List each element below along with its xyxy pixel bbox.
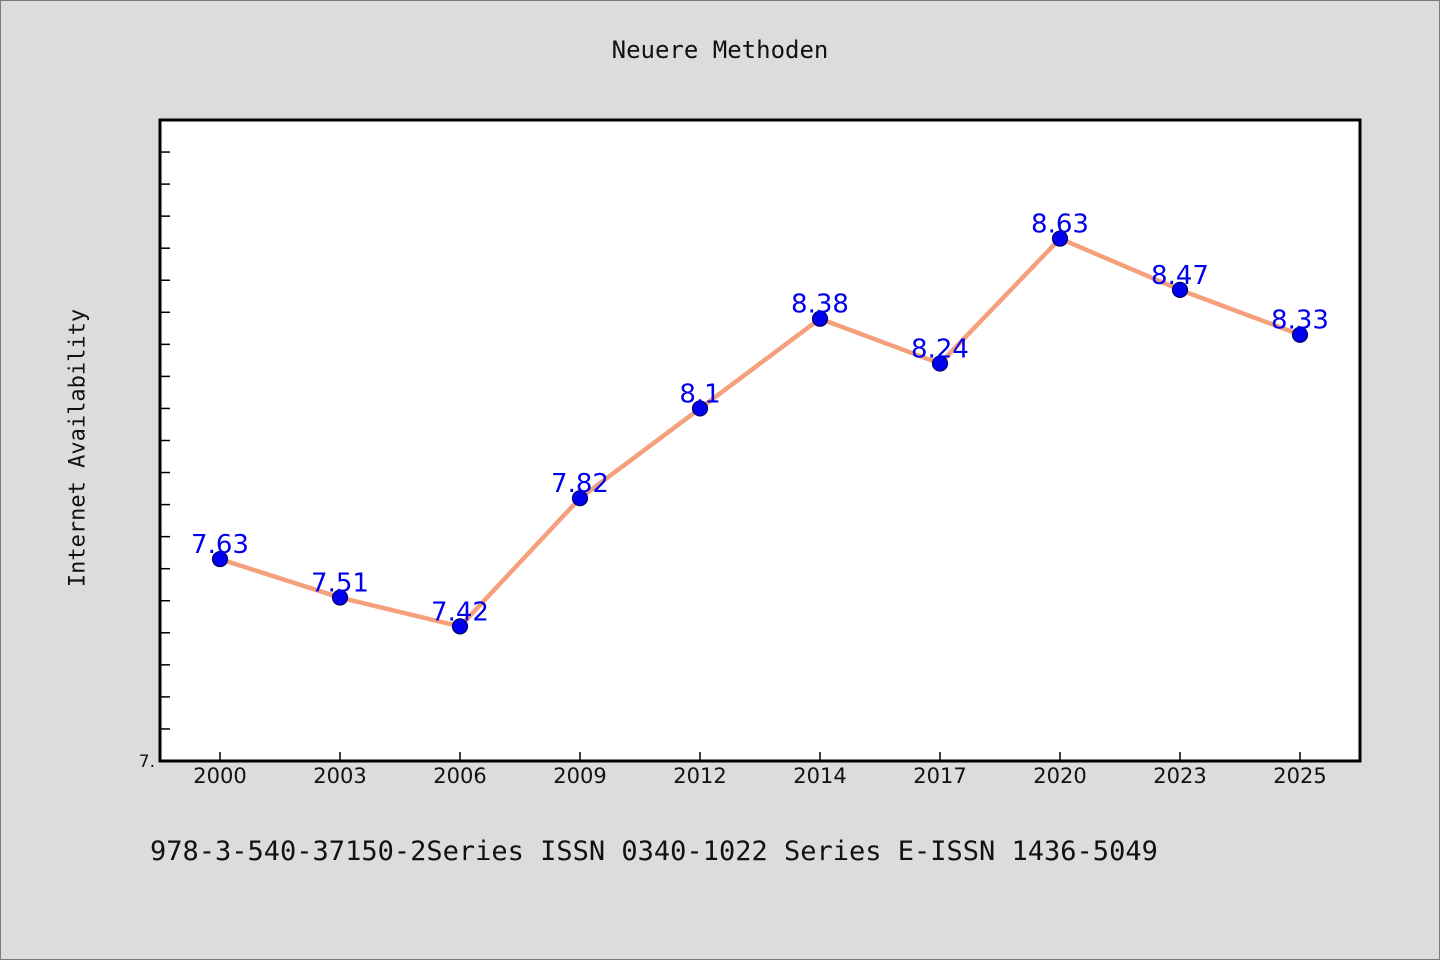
plot-area bbox=[158, 118, 1362, 763]
data-label: 8.47 bbox=[1151, 261, 1209, 291]
x-tick-label: 2014 bbox=[793, 764, 846, 788]
data-label: 8.24 bbox=[911, 335, 969, 365]
series-markers bbox=[211, 230, 1309, 635]
x-tick-label: 2020 bbox=[1033, 764, 1086, 788]
data-label: 8.1 bbox=[679, 379, 720, 409]
x-tick-label: 2000 bbox=[193, 764, 246, 788]
data-label: 7.63 bbox=[191, 530, 249, 560]
x-tick-label: 2023 bbox=[1153, 764, 1206, 788]
data-point bbox=[571, 490, 589, 507]
y-ticks: 7. bbox=[139, 119, 170, 772]
series-line bbox=[217, 236, 1303, 629]
data-point bbox=[691, 400, 709, 417]
data-point bbox=[811, 310, 829, 327]
data-point bbox=[331, 589, 349, 606]
data-point bbox=[1051, 230, 1069, 247]
x-ticks: 2000 2003 2006 2009 2012 2014 2017 2020 2023 2025 bbox=[193, 752, 1327, 788]
x-tick-label: 2025 bbox=[1273, 764, 1326, 788]
y-tick-label: 7. bbox=[139, 752, 155, 772]
data-label: 8.63 bbox=[1031, 210, 1089, 240]
footer-text: 978-3-540-37150-2Series ISSN 0340-1022 S… bbox=[150, 836, 1158, 867]
data-label: 7.42 bbox=[431, 597, 489, 627]
data-labels: 7.63 7.51 7.42 7.82 8.1 8.38 8.24 8.63 8.47 8.33 bbox=[191, 210, 1329, 628]
x-tick-label: 2009 bbox=[553, 764, 606, 788]
data-label: 8.38 bbox=[791, 290, 849, 320]
data-point bbox=[931, 355, 949, 372]
x-tick-label: 2017 bbox=[913, 764, 966, 788]
data-point bbox=[1291, 326, 1309, 343]
data-point bbox=[211, 550, 229, 568]
data-point bbox=[451, 618, 469, 635]
x-tick-label: 2006 bbox=[433, 764, 486, 788]
data-label: 7.51 bbox=[311, 569, 369, 599]
x-tick-label: 2003 bbox=[313, 764, 366, 788]
data-point bbox=[1171, 281, 1189, 298]
data-label: 8.33 bbox=[1271, 306, 1329, 336]
chart-title: Neuere Methoden bbox=[611, 36, 829, 64]
data-label: 7.82 bbox=[551, 469, 609, 499]
x-tick-label: 2012 bbox=[673, 764, 726, 788]
